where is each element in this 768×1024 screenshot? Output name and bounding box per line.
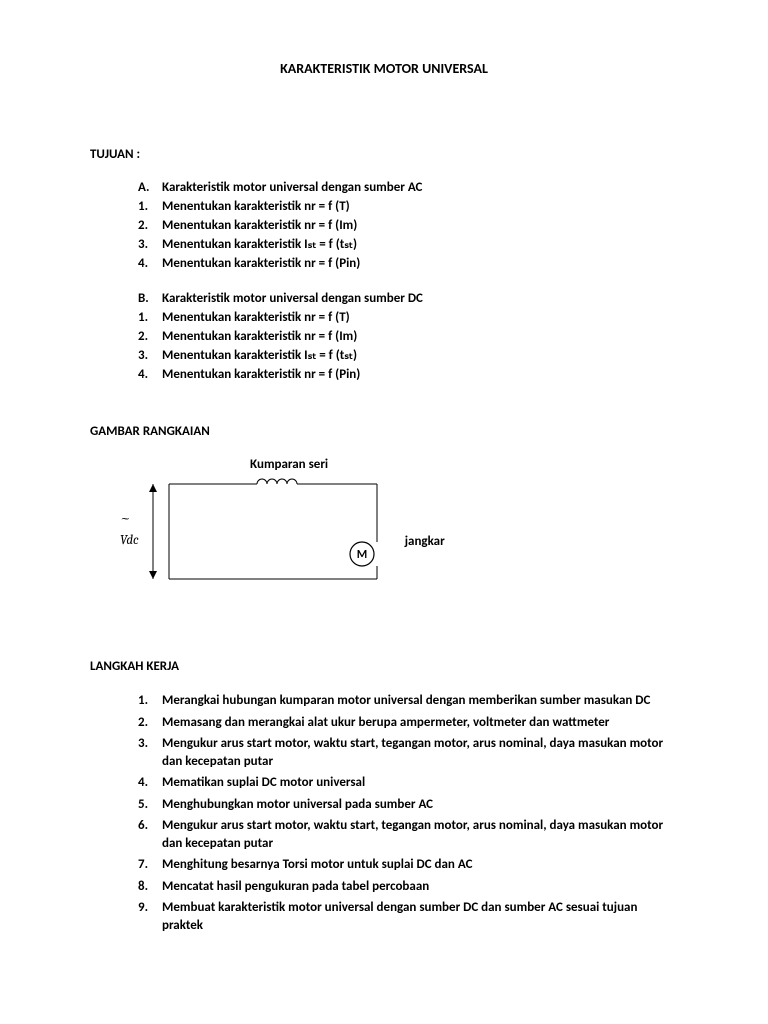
item-text: Menentukan karakteristik nr = f (Im): [162, 218, 357, 233]
list-item: 3. Menentukan karakteristik Iₛₜ = f (tₛₜ…: [138, 237, 678, 252]
item-text: Menghitung besarnya Torsi motor untuk su…: [162, 856, 472, 874]
item-text: Mematikan suplai DC motor universal: [162, 774, 365, 792]
marker: 4.: [138, 256, 162, 271]
ac-symbol: ~: [120, 509, 139, 527]
marker: 3.: [138, 348, 162, 363]
marker: 2.: [138, 329, 162, 344]
tujuan-heading: TUJUAN :: [90, 147, 678, 162]
item-text: Menentukan karakteristik nr = f (T): [162, 199, 350, 214]
marker: 1.: [138, 310, 162, 325]
item-text: Mencatat hasil pengukuran pada tabel per…: [162, 878, 429, 896]
list-item: 4. Mematikan suplai DC motor universal: [138, 774, 678, 792]
item-text: Menentukan karakteristik nr = f (Pin): [162, 367, 360, 382]
list-item: 1. Menentukan karakteristik nr = f (T): [138, 199, 678, 214]
tujuan-list: A. Karakteristik motor universal dengan …: [138, 180, 678, 382]
circuit-svg: M: [147, 476, 397, 581]
marker: 1.: [138, 692, 162, 710]
jangkar-label: jangkar: [405, 534, 445, 549]
marker: 1.: [138, 199, 162, 214]
list-item: 7. Menghitung besarnya Torsi motor untuk…: [138, 856, 678, 874]
list-item: 8. Mencatat hasil pengukuran pada tabel …: [138, 878, 678, 896]
list-item: 1. Merangkai hubungan kumparan motor uni…: [138, 692, 678, 710]
list-item: 5. Menghubungkan motor universal pada su…: [138, 796, 678, 814]
marker: 4.: [138, 774, 162, 792]
marker: 3.: [138, 735, 162, 770]
item-text: Menentukan karakteristik Iₛₜ = f (tₛₜ): [162, 348, 357, 363]
gambar-heading: GAMBAR RANGKAIAN: [90, 424, 678, 439]
document-title: KARAKTERISTIK MOTOR UNIVERSAL: [90, 60, 678, 77]
marker: 4.: [138, 367, 162, 382]
item-text: Membuat karakteristik motor universal de…: [162, 899, 678, 934]
item-text: Menentukan karakteristik nr = f (Pin): [162, 256, 360, 271]
marker: 2.: [138, 714, 162, 732]
svg-text:M: M: [356, 548, 367, 562]
item-text: Menentukan karakteristik nr = f (T): [162, 310, 350, 325]
kumparan-seri-label: Kumparan seri: [250, 457, 678, 472]
item-text: Mengukur arus start motor, waktu start, …: [162, 817, 678, 852]
item-text: Menghubungkan motor universal pada sumbe…: [162, 796, 433, 814]
list-item: 2. Menentukan karakteristik nr = f (Im): [138, 218, 678, 233]
section-b-header: B. Karakteristik motor universal dengan …: [138, 291, 678, 306]
list-item: 3. Menentukan karakteristik Iₛₜ = f (tₛₜ…: [138, 348, 678, 363]
section-b-label: Karakteristik motor universal dengan sum…: [162, 291, 423, 306]
marker: 3.: [138, 237, 162, 252]
marker: B.: [138, 291, 162, 306]
item-text: Merangkai hubungan kumparan motor univer…: [162, 692, 650, 710]
marker: 5.: [138, 796, 162, 814]
marker: 8.: [138, 878, 162, 896]
item-text: Memasang dan merangkai alat ukur berupa …: [162, 714, 609, 732]
item-text: Menentukan karakteristik Iₛₜ = f (tₛₜ): [162, 237, 357, 252]
section-a-header: A. Karakteristik motor universal dengan …: [138, 180, 678, 195]
list-item: 1. Menentukan karakteristik nr = f (T): [138, 310, 678, 325]
marker: 2.: [138, 218, 162, 233]
circuit-diagram: Kumparan seri ~ Vdc M jangkar: [120, 457, 678, 581]
list-item: 6. Mengukur arus start motor, waktu star…: [138, 817, 678, 852]
list-item: 2. Memasang dan merangkai alat ukur beru…: [138, 714, 678, 732]
item-text: Menentukan karakteristik nr = f (Im): [162, 329, 357, 344]
source-labels: ~ Vdc: [120, 509, 139, 548]
list-item: 4. Menentukan karakteristik nr = f (Pin): [138, 256, 678, 271]
list-item: 9. Membuat karakteristik motor universal…: [138, 899, 678, 934]
item-text: Mengukur arus start motor, waktu start, …: [162, 735, 678, 770]
marker: 7.: [138, 856, 162, 874]
marker: 6.: [138, 817, 162, 852]
langkah-heading: LANGKAH KERJA: [90, 659, 678, 674]
langkah-list: 1. Merangkai hubungan kumparan motor uni…: [138, 692, 678, 935]
list-item: 4. Menentukan karakteristik nr = f (Pin): [138, 367, 678, 382]
list-item: 3. Mengukur arus start motor, waktu star…: [138, 735, 678, 770]
section-a-label: Karakteristik motor universal dengan sum…: [162, 180, 422, 195]
marker: 9.: [138, 899, 162, 934]
list-item: 2. Menentukan karakteristik nr = f (Im): [138, 329, 678, 344]
page: KARAKTERISTIK MOTOR UNIVERSAL TUJUAN : A…: [0, 0, 768, 979]
marker: A.: [138, 180, 162, 195]
vdc-label: Vdc: [120, 533, 139, 548]
